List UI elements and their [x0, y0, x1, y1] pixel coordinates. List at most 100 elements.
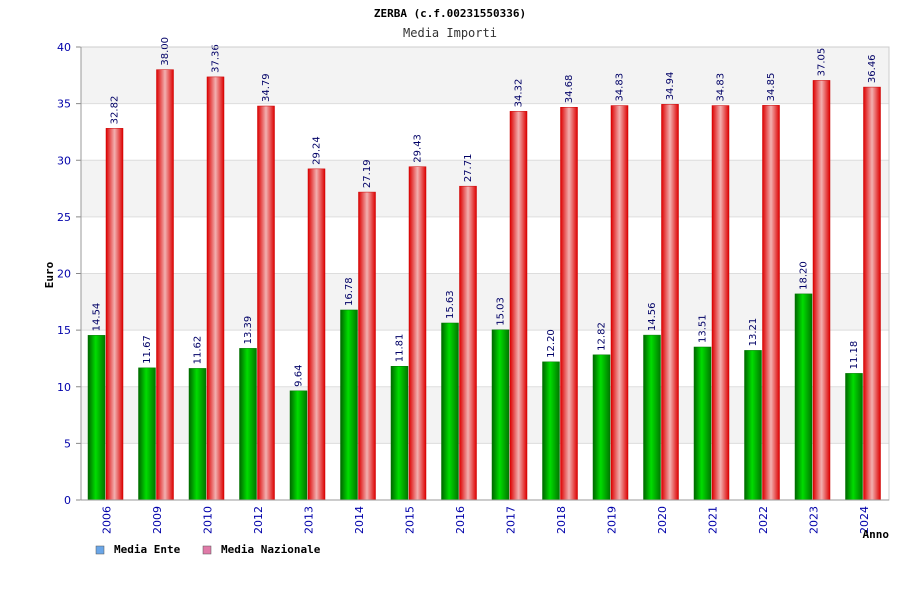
value-label-media-nazionale: 34.68 [564, 75, 575, 104]
value-label-media-nazionale: 29.43 [413, 134, 424, 163]
x-tick-label: 2009 [151, 506, 164, 534]
bar-media-ente [87, 335, 106, 501]
bar-media-ente [239, 348, 257, 501]
y-tick-label: 20 [57, 268, 71, 281]
bar-media-nazionale [812, 80, 831, 501]
bar-media-nazionale [206, 76, 225, 501]
y-tick-label: 30 [57, 154, 71, 167]
bar-media-nazionale [863, 86, 881, 501]
value-label-media-ente: 18.20 [799, 261, 810, 290]
bar-media-nazionale [408, 166, 427, 501]
bar-media-nazionale [711, 105, 730, 501]
bar-media-ente [794, 293, 813, 501]
bar-media-nazionale [509, 111, 528, 501]
x-tick-label: 2020 [656, 506, 669, 534]
legend-label-media-ente: Media Ente [114, 543, 181, 556]
value-label-media-ente: 13.21 [748, 318, 759, 347]
x-tick-label: 2015 [403, 506, 416, 534]
value-label-media-ente: 15.63 [445, 290, 456, 319]
bar-media-nazionale [156, 69, 174, 501]
y-tick-label: 10 [57, 381, 71, 394]
value-label-media-nazionale: 36.46 [867, 54, 878, 83]
value-label-media-nazionale: 37.36 [211, 44, 222, 73]
x-tick-label: 2023 [807, 506, 820, 534]
x-tick-label: 2022 [757, 506, 770, 534]
x-tick-label: 2017 [504, 506, 517, 534]
value-label-media-ente: 11.18 [849, 341, 860, 370]
chart-title: ZERBA (c.f.00231550336) [374, 7, 526, 20]
x-tick-label: 2024 [858, 506, 871, 534]
bar-media-ente [845, 373, 863, 501]
bar-media-ente [744, 350, 762, 501]
y-tick-label: 40 [57, 41, 71, 54]
y-tick-label: 0 [64, 494, 71, 507]
bar-media-nazionale [358, 191, 376, 501]
value-labels-group: 14.54 32.82 11.67 38.00 11.62 37.36 13.39 34.79… [92, 37, 879, 387]
y-axis-label: Euro [43, 261, 56, 288]
value-label-media-ente: 13.39 [243, 316, 254, 345]
bar-media-ente [491, 329, 510, 501]
bar-media-nazionale [610, 105, 629, 501]
y-tick-label: 35 [57, 98, 71, 111]
value-label-media-nazionale: 34.83 [615, 73, 626, 102]
x-tick-label: 2012 [252, 506, 265, 534]
value-label-media-ente: 11.81 [395, 334, 406, 363]
bar-media-ente [693, 346, 712, 501]
bar-media-nazionale [762, 105, 780, 501]
bar-media-nazionale [661, 104, 679, 501]
bar-media-ente [340, 309, 358, 501]
value-label-media-nazionale: 34.83 [716, 73, 727, 102]
bar-media-nazionale [105, 128, 124, 501]
value-label-media-ente: 12.82 [597, 322, 608, 351]
x-tick-label: 2016 [454, 506, 467, 534]
x-tick-label: 2006 [100, 506, 113, 534]
x-tick-label: 2021 [706, 506, 719, 534]
chart-subtitle: Media Importi [403, 26, 497, 40]
value-label-media-ente: 16.78 [344, 277, 355, 306]
value-label-media-ente: 12.20 [546, 329, 557, 358]
axes-group: 0 5 10 15 20 25 30 35 40 2006 2009 2010 2012 2013 2014… [57, 41, 890, 534]
y-tick-label: 5 [64, 437, 71, 450]
value-label-media-ente: 14.54 [92, 303, 103, 332]
bar-media-nazionale [459, 185, 477, 501]
value-label-media-nazionale: 34.32 [514, 79, 525, 108]
bar-media-ente [188, 368, 207, 501]
value-label-media-ente: 11.62 [193, 336, 204, 365]
value-label-media-nazionale: 38.00 [160, 37, 171, 66]
bar-media-ente [542, 361, 560, 501]
bar-media-ente [592, 354, 611, 501]
bar-media-ente [289, 390, 308, 501]
legend-swatch-media-nazionale [202, 545, 212, 555]
value-label-media-ente: 13.51 [698, 314, 709, 343]
value-label-media-nazionale: 34.85 [766, 73, 777, 102]
value-label-media-ente: 11.67 [142, 335, 153, 364]
bar-media-ente [441, 322, 459, 501]
value-label-media-nazionale: 37.05 [817, 48, 828, 77]
value-label-media-nazionale: 27.19 [362, 159, 373, 188]
bar-media-ente [390, 366, 409, 501]
x-tick-label: 2010 [201, 506, 214, 534]
legend-label-media-nazionale: Media Nazionale [221, 543, 321, 556]
bar-media-ente [643, 334, 661, 501]
x-tick-label: 2019 [605, 506, 618, 534]
value-label-media-ente: 14.56 [647, 302, 658, 331]
y-tick-label: 25 [57, 211, 71, 224]
value-label-media-nazionale: 27.71 [463, 154, 474, 183]
value-label-media-nazionale: 32.82 [110, 96, 121, 125]
legend: Media Ente Media Nazionale [95, 543, 321, 556]
value-label-media-nazionale: 34.94 [665, 72, 676, 101]
legend-swatch-media-ente [95, 545, 105, 555]
y-tick-label: 15 [57, 324, 71, 337]
x-tick-label: 2018 [555, 506, 568, 534]
x-axis-label: Anno [863, 528, 890, 541]
value-label-media-nazionale: 34.79 [261, 73, 272, 102]
bar-media-nazionale [257, 105, 275, 501]
value-label-media-ente: 15.03 [496, 297, 507, 326]
bar-media-ente [138, 367, 156, 501]
value-label-media-ente: 9.64 [294, 365, 305, 387]
bar-media-nazionale [560, 106, 578, 501]
x-tick-label: 2014 [353, 506, 366, 534]
x-tick-label: 2013 [302, 506, 315, 534]
bar-media-nazionale [307, 168, 326, 501]
